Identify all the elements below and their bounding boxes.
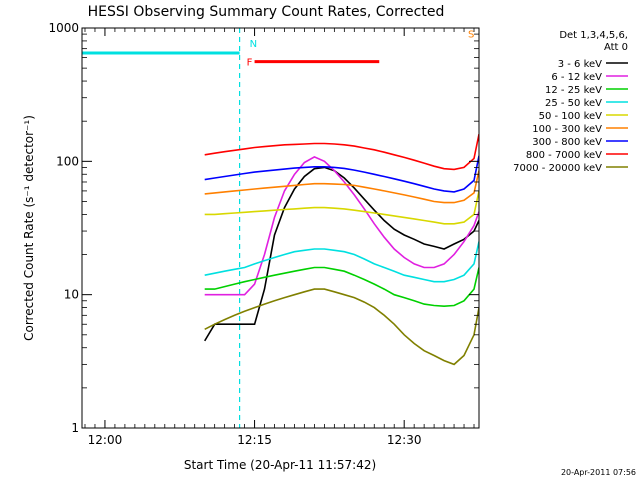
series-line-2	[204, 266, 479, 308]
y-tick-label-1: 10	[64, 288, 79, 302]
legend-label-8: 7000 - 20000 keV	[513, 163, 602, 174]
legend-label-5: 100 - 300 keV	[532, 124, 602, 135]
x-axis: 12:00 12:15 12:30	[84, 28, 475, 447]
series-line-5	[204, 170, 479, 204]
legend-header-line-1: Att 0	[604, 42, 628, 53]
chart-title: HESSI Observing Summary Count Rates, Cor…	[88, 4, 445, 20]
y-tick-label-3: 1000	[48, 21, 79, 35]
y-tick-label-2: 100	[56, 154, 79, 168]
legend-label-2: 12 - 25 keV	[545, 85, 602, 96]
plot-frame	[81, 27, 480, 429]
series-line-3	[204, 241, 479, 283]
legend-label-7: 800 - 7000 keV	[526, 150, 602, 161]
series-line-4	[204, 190, 479, 225]
series-line-1	[204, 156, 479, 296]
legend: Det 1,3,4,5,6,Att 03 - 6 keV 6 - 12 keV 12…	[513, 30, 628, 174]
legend-label-1: 6 - 12 keV	[551, 72, 602, 83]
series-line-8	[204, 288, 479, 366]
y-axis-label: Corrected Count Rate (s⁻¹ detector⁻¹)	[22, 115, 36, 341]
y-axis: 1 10 100 1000	[48, 21, 479, 435]
legend-label-4: 50 - 100 keV	[539, 111, 603, 122]
interval-label-f: F	[247, 58, 253, 69]
x-tick-label-2: 12:30	[387, 433, 422, 447]
x-tick-label-1: 12:15	[237, 433, 272, 447]
series-line-7	[204, 133, 479, 171]
legend-label-3: 25 - 50 keV	[545, 98, 602, 109]
plot-area	[82, 28, 479, 428]
footer-timestamp: 20-Apr-2011 07:56	[561, 468, 636, 477]
series-line-0	[204, 166, 479, 342]
legend-label-6: 300 - 800 keV	[532, 137, 602, 148]
legend-header-line-0: Det 1,3,4,5,6,	[559, 30, 628, 41]
legend-label-0: 3 - 6 keV	[558, 59, 602, 70]
x-tick-label-0: 12:00	[88, 433, 123, 447]
interval-label-s: S	[468, 30, 474, 41]
interval-label-n: N	[250, 39, 257, 50]
x-axis-label: Start Time (20-Apr-11 11:57:42)	[184, 458, 376, 472]
y-tick-label-0: 1	[71, 421, 79, 435]
series-line-6	[204, 155, 479, 193]
